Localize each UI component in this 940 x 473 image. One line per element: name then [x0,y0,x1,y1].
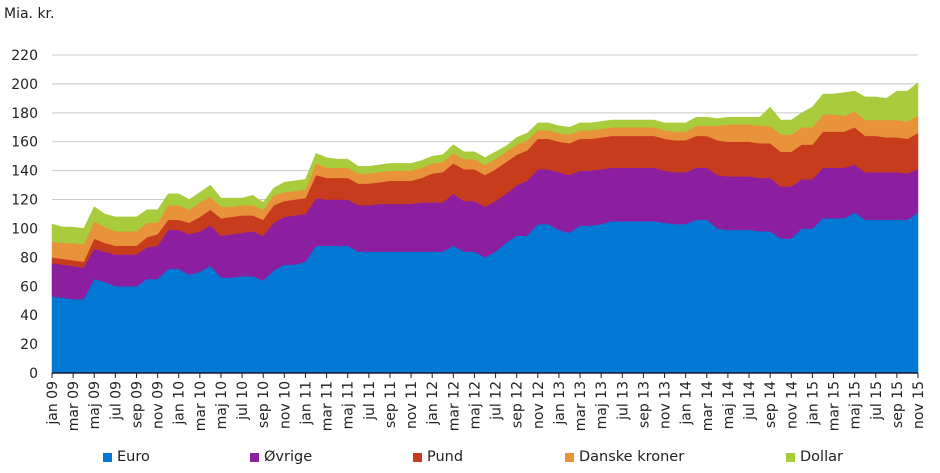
x-tick-label: jul 14 [742,381,758,421]
x-tick-label: mar 15 [827,381,843,431]
x-tick-label: sep 15 [890,381,906,428]
legend-label: Øvrige [264,449,313,465]
legend-swatch-ovrige [250,452,259,462]
x-tick-label: nov 12 [531,381,547,429]
x-tick-label: sep 13 [636,381,652,428]
legend-item-ovrige: Øvrige [250,449,312,465]
x-tick-label: mar 11 [320,381,336,431]
x-tick-label: nov 09 [151,381,167,429]
legend-label: Euro [117,449,150,465]
legend-item-danske-kroner: Danske kroner [565,449,684,465]
area-series [51,81,919,374]
x-tick-label: mar 09 [66,381,82,431]
legend-item-pund: Pund [413,449,463,465]
x-tick-label: jul 12 [489,381,505,421]
legend-swatch-dollar [786,452,795,462]
x-tick-label: jan 10 [172,381,188,426]
x-tick-label: sep 09 [129,381,145,428]
x-tick-label: nov 15 [911,381,927,429]
legend: Euro Øvrige Pund Danske kroner Dollar [0,449,940,469]
y-tick-label: 160 [11,135,38,151]
x-tick-label: nov 13 [658,381,674,429]
x-tick-label: sep 11 [383,381,399,428]
x-tick-label: maj 12 [467,381,483,429]
x-tick-label: jul 09 [108,381,124,421]
y-tick-label: 80 [20,250,38,266]
legend-label: Dollar [800,449,843,465]
x-tick-label: mar 12 [446,381,462,431]
stacked-area-chart: 0 20 40 60 80 100 120 140 160 180 200 220 jan 09 mar… [11,48,927,431]
x-tick-label: maj 13 [594,381,610,429]
x-tick-label: nov 11 [404,381,420,429]
x-tick-label: mar 13 [573,381,589,431]
legend-label: Pund [427,449,464,465]
x-tick-label: nov 10 [277,381,293,429]
y-tick-label: 220 [11,48,38,64]
x-tick-label: nov 14 [784,381,800,429]
y-tick-label: 0 [29,366,38,382]
x-tick-label: jul 11 [362,381,378,421]
y-tick-label: 140 [11,164,38,180]
x-tick-label: mar 14 [700,381,716,431]
legend-swatch-danske-kroner [565,452,574,462]
x-tick-label: jul 10 [235,381,251,421]
legend-label: Danske kroner [579,449,685,465]
x-tick-label: maj 10 [214,381,230,429]
x-tick-label: maj 15 [848,381,864,429]
legend-item-dollar: Dollar [786,449,843,465]
x-tick-label: sep 12 [510,381,526,428]
x-tick-label: jan 11 [298,381,314,426]
y-tick-label: 40 [20,308,38,324]
x-tick-label: jan 15 [805,381,821,426]
y-tick-label: 200 [11,77,38,93]
x-tick-label: jul 15 [869,381,885,421]
x-axis: jan 09 mar 09 maj 09 jul 09 sep 09 nov 09 jan … [45,372,927,431]
legend-item-euro: Euro [103,449,150,465]
y-tick-label: 100 [11,221,38,237]
y-axis-unit-label: Mia. kr. [4,6,55,22]
legend-swatch-pund [413,452,422,462]
y-tick-label: 120 [11,193,38,209]
x-tick-label: mar 10 [193,381,209,431]
x-tick-label: maj 14 [721,381,737,429]
x-tick-label: sep 14 [763,381,779,428]
x-tick-label: jan 09 [45,381,61,426]
y-axis-ticks: 0 20 40 60 80 100 120 140 160 180 200 220 [11,48,38,382]
x-tick-label: maj 11 [341,381,357,429]
y-tick-label: 60 [20,279,38,295]
legend-swatch-euro [103,452,112,462]
x-tick-label: jan 14 [679,381,695,426]
x-tick-label: maj 09 [87,381,103,429]
y-tick-label: 180 [11,106,38,122]
y-tick-label: 20 [20,337,38,353]
area-dollar [51,81,919,245]
x-tick-label: jan 13 [552,381,568,426]
x-tick-label: jan 12 [425,381,441,426]
x-tick-label: sep 10 [256,381,272,428]
x-tick-label: jul 13 [615,381,631,421]
